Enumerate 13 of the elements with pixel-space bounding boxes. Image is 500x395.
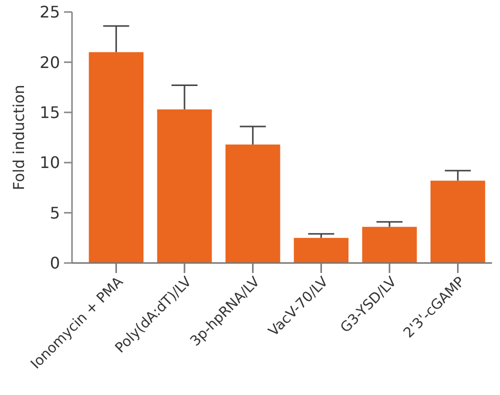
y-tick-label: 10 — [40, 153, 60, 172]
bar — [88, 52, 144, 263]
bar — [430, 180, 486, 263]
y-tick-label: 20 — [40, 52, 60, 72]
bar — [362, 226, 417, 263]
y-tick-label: 5 — [50, 203, 60, 222]
y-tick-label: 25 — [40, 2, 60, 22]
y-tick-label: 0 — [50, 254, 60, 273]
bar — [157, 109, 212, 263]
bar — [294, 238, 348, 263]
y-tick-label: 15 — [40, 103, 60, 122]
y-axis-title: Fold induction — [10, 84, 28, 190]
bar — [226, 144, 280, 263]
